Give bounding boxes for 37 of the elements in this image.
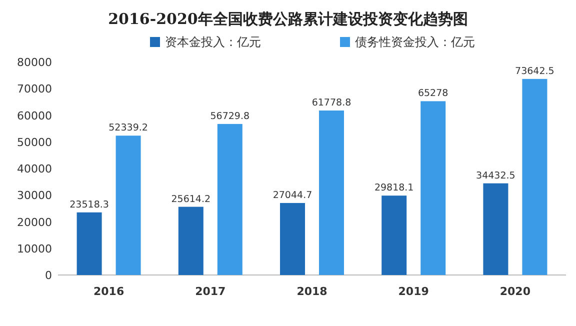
y-tick-label: 10000 (17, 242, 52, 256)
y-tick-label: 40000 (17, 162, 52, 176)
bar (420, 101, 446, 275)
x-tick-label: 2018 (296, 285, 328, 298)
data-label: 65278 (418, 88, 448, 100)
x-tick-label: 2020 (500, 285, 531, 298)
bar (319, 110, 344, 275)
bar (217, 124, 242, 275)
y-tick-label: 80000 (17, 56, 52, 69)
x-tick-label: 2017 (195, 285, 226, 298)
bar (483, 183, 508, 275)
y-tick-label: 50000 (17, 136, 52, 149)
bar (76, 212, 102, 275)
bar (522, 78, 548, 275)
data-label: 23518.3 (70, 199, 109, 210)
x-tick-label: 2019 (398, 285, 429, 298)
bar (382, 196, 407, 275)
bar (280, 202, 305, 275)
y-tick-label: 0 (45, 269, 52, 282)
chart-title: 2016-2020年全国收费公路累计建设投资变化趋势图 (108, 10, 468, 28)
legend-label: 资本金投入：亿元 (165, 35, 261, 49)
data-label: 73642.5 (515, 66, 554, 77)
x-tick-label: 2016 (93, 285, 124, 298)
data-label: 29818.1 (374, 182, 414, 194)
data-label: 61778.8 (312, 98, 352, 109)
data-label: 56729.8 (210, 110, 250, 122)
data-label: 52339.2 (108, 122, 148, 134)
y-tick-label: 20000 (17, 216, 52, 229)
data-label: 27044.7 (272, 190, 312, 201)
bar (178, 206, 204, 275)
y-tick-label: 30000 (17, 189, 52, 202)
legend-label: 债务性资金投入：亿元 (355, 35, 475, 49)
data-label: 25614.2 (171, 194, 211, 205)
y-tick-label: 70000 (17, 82, 52, 96)
data-label: 34432.5 (476, 170, 516, 182)
y-tick-label: 60000 (17, 109, 52, 122)
bar (116, 136, 141, 275)
